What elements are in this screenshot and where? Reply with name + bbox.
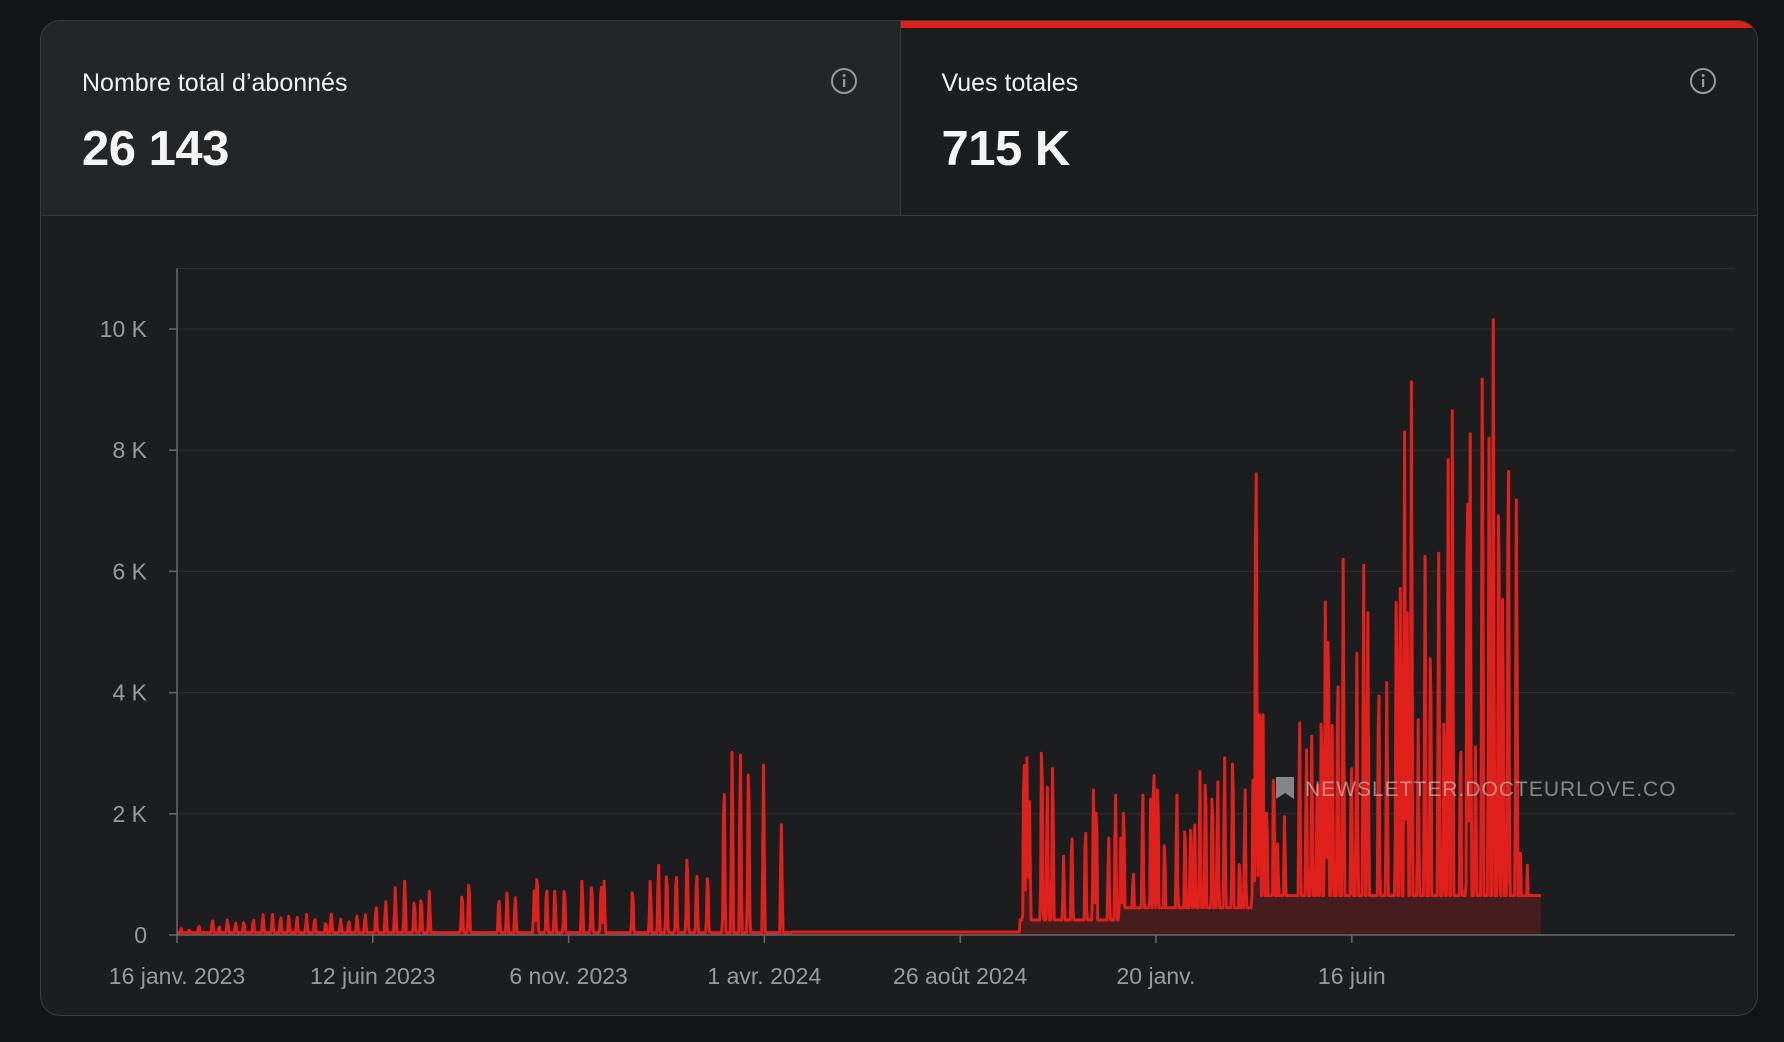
x-tick-label: 1 avr. 2024 [707, 963, 821, 989]
y-tick-label: 4 K [112, 680, 147, 706]
x-tick-label: 16 janv. 2023 [109, 963, 245, 989]
metric-tabs: Nombre total d’abonnés 26 143 Vues total… [41, 21, 1757, 216]
x-tick-label: 16 juin [1318, 963, 1386, 989]
tab-subscribers-value: 26 143 [82, 122, 229, 176]
bookmark-icon [1276, 777, 1294, 799]
x-tick-label: 12 juin 2023 [310, 963, 435, 989]
analytics-card: Nombre total d’abonnés 26 143 Vues total… [40, 20, 1758, 1016]
chart-area [176, 307, 1542, 935]
tab-total-views[interactable]: Vues totales 715 K [900, 21, 1757, 215]
y-tick-label: 2 K [112, 801, 147, 827]
chart-axes [169, 268, 1735, 943]
tab-total-views-label: Vues totales [941, 69, 1079, 97]
tab-subscribers[interactable]: Nombre total d’abonnés 26 143 [41, 21, 901, 215]
views-chart: 16 janv. 2023 12 juin 2023 6 nov. 2023 1 av… [100, 267, 1735, 989]
x-tick-labels: 16 janv. 2023 12 juin 2023 6 nov. 2023 1 av… [109, 963, 1386, 989]
watermark: NEWSLETTER.DOCTEURLOVE.CO [1276, 777, 1677, 801]
selected-tab-indicator [900, 21, 1757, 28]
info-icon[interactable] [1689, 67, 1717, 95]
info-icon[interactable] [830, 67, 858, 95]
y-tick-label: 10 K [100, 316, 148, 342]
y-tick-label: 0 [134, 922, 147, 948]
x-tick-label: 26 août 2024 [893, 963, 1028, 989]
y-tick-label: 6 K [112, 558, 147, 584]
y-tick-label: 8 K [112, 437, 147, 463]
tab-subscribers-label: Nombre total d’abonnés [82, 69, 348, 97]
series-line [176, 318, 1542, 935]
x-tick-label: 20 janv. [1117, 963, 1196, 989]
x-tick-label: 6 nov. 2023 [509, 963, 628, 989]
watermark-text: NEWSLETTER.DOCTEURLOVE.CO [1305, 778, 1677, 801]
tab-total-views-value: 715 K [941, 122, 1071, 176]
y-tick-labels: 0 2 K 4 K 6 K 8 K 10 K [100, 316, 148, 948]
